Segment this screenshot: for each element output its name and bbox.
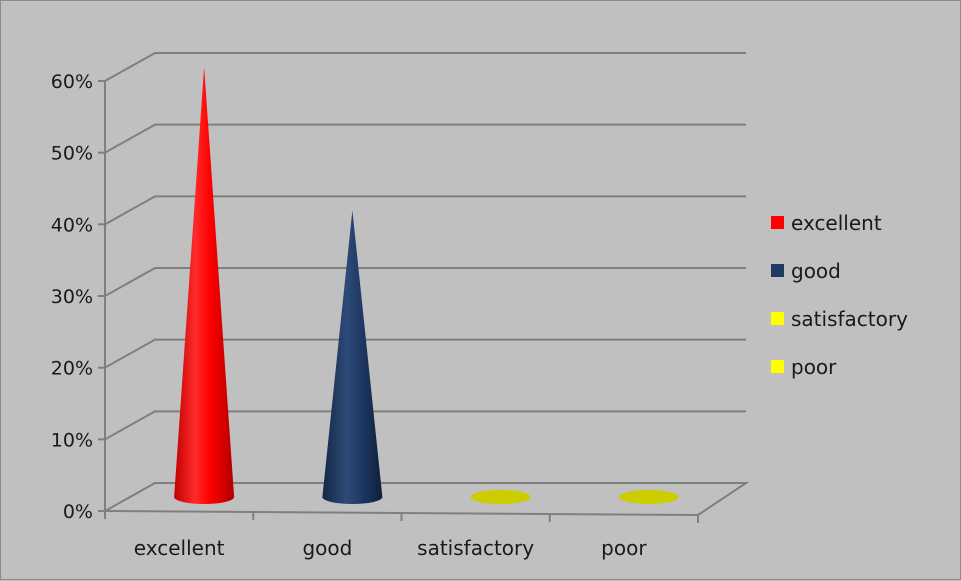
x-category-label: good xyxy=(302,536,352,560)
cone-poor xyxy=(618,490,679,504)
legend-item-poor: poor xyxy=(771,355,837,379)
legend-label: satisfactory xyxy=(791,307,908,331)
gridline xyxy=(104,267,746,297)
y-tick-label: 0% xyxy=(63,501,93,523)
legend-item-good: good xyxy=(771,259,841,283)
gridline xyxy=(104,195,746,226)
gridline xyxy=(104,338,746,369)
legend: excellent good satisfactory poor xyxy=(771,211,908,379)
cone-satisfactory xyxy=(470,490,531,504)
cone-good xyxy=(322,210,383,505)
data-cones xyxy=(174,67,679,505)
floor-outline xyxy=(104,482,750,516)
x-axis-category-labels: excellent good satisfactory poor xyxy=(134,536,648,560)
y-tick-label: 20% xyxy=(51,358,93,380)
x-category-label: poor xyxy=(601,536,647,560)
y-tick-label: 60% xyxy=(51,71,93,93)
cone-body xyxy=(174,67,235,505)
cone-base xyxy=(618,490,679,504)
x-category-label: satisfactory xyxy=(417,536,534,560)
y-tick-label: 50% xyxy=(51,143,93,165)
cone-excellent xyxy=(174,67,235,505)
legend-label: poor xyxy=(791,355,837,379)
y-tick-label: 30% xyxy=(51,286,93,308)
y-tick-label: 10% xyxy=(51,429,93,451)
legend-swatch xyxy=(771,360,784,373)
legend-label: good xyxy=(791,259,841,283)
legend-swatch xyxy=(771,264,784,277)
axes xyxy=(98,80,699,523)
x-category-label: excellent xyxy=(134,536,225,560)
cone-body xyxy=(322,210,383,505)
legend-swatch xyxy=(771,312,784,325)
legend-swatch xyxy=(771,216,784,229)
y-tick-label: 40% xyxy=(51,214,93,236)
y-axis-tick-labels: 0% 10% 20% 30% 40% 50% 60% xyxy=(51,71,93,523)
gridline xyxy=(104,52,746,82)
gridlines xyxy=(104,52,750,516)
gridline xyxy=(104,123,746,154)
gridline xyxy=(104,410,746,441)
legend-item-excellent: excellent xyxy=(771,211,882,235)
cone-base xyxy=(470,490,531,504)
legend-label: excellent xyxy=(791,211,882,235)
legend-item-satisfactory: satisfactory xyxy=(771,307,908,331)
